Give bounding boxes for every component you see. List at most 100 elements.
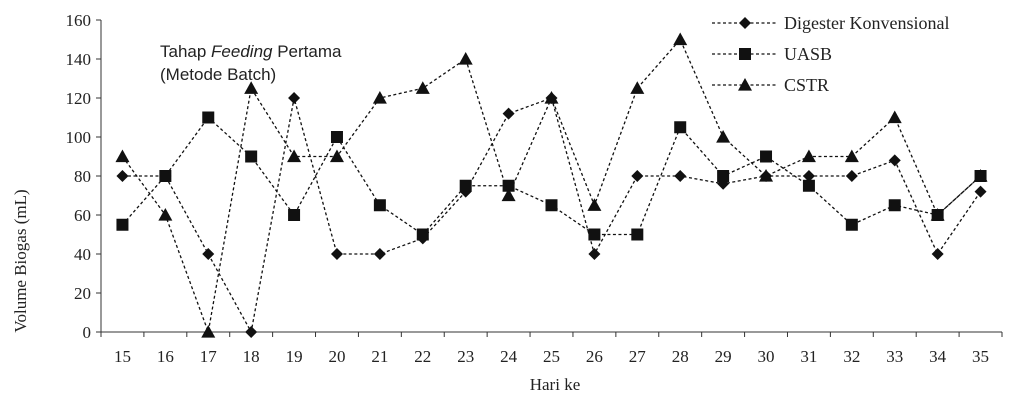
- data-point-cstr: [887, 110, 902, 124]
- legend-marker-diamond: [739, 17, 751, 29]
- data-point-cstr: [844, 149, 859, 163]
- legend-label: UASB: [784, 44, 832, 64]
- x-tick-label: 25: [543, 347, 560, 366]
- x-tick-label: 19: [286, 347, 303, 366]
- y-axis-title: Volume Biogas (mL): [11, 189, 30, 332]
- data-point-uasb: [288, 209, 301, 221]
- x-tick-label: 26: [586, 347, 603, 366]
- data-point-digester-konvensional: [373, 248, 386, 260]
- y-tick-label: 0: [83, 323, 92, 342]
- data-point-uasb: [502, 179, 515, 192]
- legend-item-uasb: UASB: [712, 44, 832, 64]
- x-tick-label: 34: [929, 347, 947, 366]
- data-point-digester-konvensional: [631, 170, 644, 182]
- data-point-cstr: [201, 325, 216, 338]
- data-point-uasb: [588, 228, 601, 241]
- x-tick-label: 30: [758, 347, 775, 366]
- data-point-digester-konvensional: [674, 170, 687, 182]
- y-tick-label: 20: [74, 284, 91, 303]
- data-point-digester-konvensional: [588, 248, 601, 260]
- x-tick-label: 22: [414, 347, 431, 366]
- data-point-cstr: [415, 81, 430, 94]
- data-point-uasb: [545, 199, 558, 212]
- x-tick-label: 20: [328, 347, 345, 366]
- series-cstr: [115, 32, 988, 338]
- data-point-uasb: [159, 170, 172, 182]
- y-tick-label: 100: [66, 128, 92, 147]
- legend-item-digester-konvensional: Digester Konvensional: [712, 13, 949, 33]
- legend: Digester Konvensional UASB CSTR: [712, 13, 949, 95]
- data-point-cstr: [501, 188, 516, 202]
- x-tick-label: 17: [200, 347, 218, 366]
- data-point-cstr: [458, 52, 473, 65]
- data-point-uasb: [845, 218, 858, 231]
- data-point-cstr: [801, 149, 816, 163]
- series-digester-konvensional: [116, 92, 987, 338]
- series-layer: [115, 32, 988, 338]
- annotation-italic: Feeding: [211, 42, 273, 61]
- data-point-digester-konvensional: [330, 248, 343, 260]
- y-ticks: 0 20 40 60 80 100 120 140 160: [66, 11, 101, 342]
- x-tick-label: 18: [243, 347, 260, 366]
- data-point-digester-konvensional: [502, 107, 515, 120]
- x-ticks: 15 16 17 18 19 20 21 22 23 24 25 26 27 28 29 30 31 32 33 34…: [100, 332, 1003, 366]
- data-point-cstr: [930, 208, 945, 221]
- x-tick-label: 33: [886, 347, 903, 366]
- data-point-cstr: [244, 81, 259, 94]
- legend-marker-triangle: [738, 78, 752, 91]
- data-point-uasb: [888, 199, 901, 212]
- legend-marker-square: [739, 48, 751, 60]
- y-tick-label: 120: [66, 89, 92, 108]
- x-tick-label: 28: [672, 347, 689, 366]
- data-point-uasb: [631, 228, 644, 241]
- data-point-cstr: [544, 91, 559, 104]
- data-point-uasb: [373, 199, 386, 212]
- x-tick-label: 15: [114, 347, 131, 366]
- data-point-cstr: [329, 149, 344, 163]
- x-axis-title: Hari ke: [530, 375, 581, 394]
- x-tick-label: 29: [715, 347, 732, 366]
- data-point-cstr: [115, 149, 130, 163]
- data-point-digester-konvensional: [202, 248, 215, 260]
- y-tick-label: 160: [66, 11, 92, 30]
- data-point-digester-konvensional: [802, 170, 815, 182]
- x-tick-label: 31: [800, 347, 817, 366]
- y-tick-label: 40: [74, 245, 91, 264]
- y-tick-label: 140: [66, 50, 92, 69]
- data-point-uasb: [202, 111, 215, 124]
- legend-label: CSTR: [784, 75, 829, 95]
- x-tick-label: 21: [371, 347, 388, 366]
- legend-label: Digester Konvensional: [784, 13, 949, 33]
- data-point-cstr: [973, 169, 988, 182]
- data-point-cstr: [587, 198, 602, 211]
- data-point-uasb: [330, 131, 343, 143]
- data-point-cstr: [673, 32, 688, 46]
- annotation-suffix: Pertama: [272, 42, 342, 61]
- x-tick-label: 27: [629, 347, 647, 366]
- data-point-uasb: [717, 170, 730, 182]
- data-point-cstr: [287, 149, 302, 163]
- legend-item-cstr: CSTR: [712, 75, 829, 95]
- annotation-line-2: (Metode Batch): [160, 65, 276, 84]
- data-point-cstr: [630, 81, 645, 94]
- data-point-digester-konvensional: [245, 326, 258, 338]
- x-tick-label: 35: [972, 347, 989, 366]
- series-uasb: [116, 111, 987, 241]
- data-point-digester-konvensional: [116, 170, 129, 182]
- data-point-uasb: [674, 121, 687, 134]
- data-point-cstr: [716, 130, 731, 143]
- data-point-digester-konvensional: [931, 248, 944, 260]
- x-tick-label: 32: [843, 347, 860, 366]
- data-point-cstr: [759, 169, 774, 182]
- data-point-uasb: [416, 228, 429, 241]
- data-point-uasb: [459, 179, 472, 192]
- x-tick-label: 24: [500, 347, 518, 366]
- series-line-digester-konvensional: [122, 97, 982, 334]
- x-tick-label: 16: [157, 347, 174, 366]
- annotation-prefix: Tahap: [160, 42, 211, 61]
- x-tick-label: 23: [457, 347, 474, 366]
- data-point-digester-konvensional: [288, 92, 301, 104]
- y-tick-label: 60: [74, 206, 91, 225]
- data-point-uasb: [760, 150, 773, 163]
